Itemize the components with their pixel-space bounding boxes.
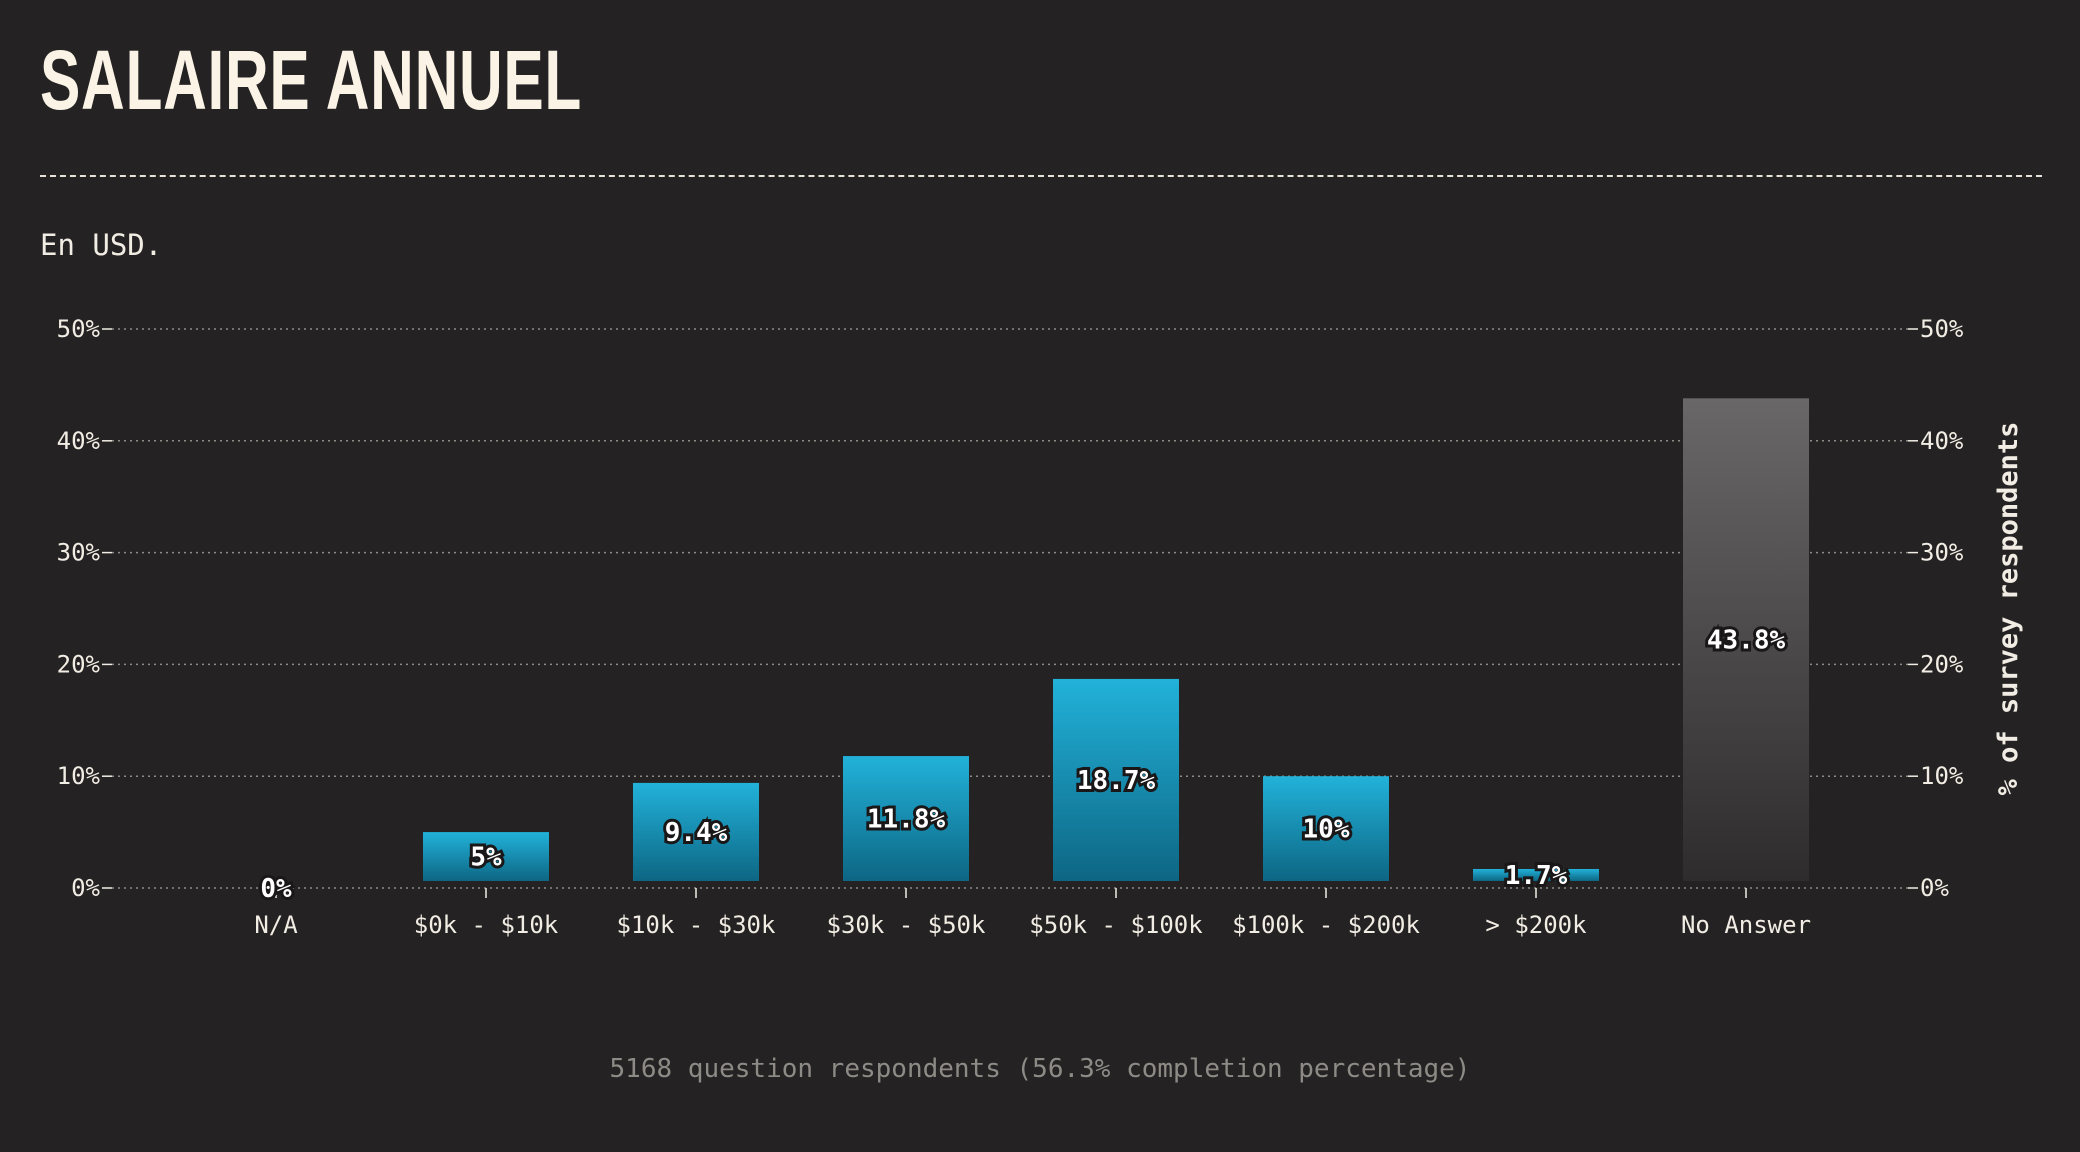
bar (1263, 776, 1389, 881)
y-tick-label-left: 30% (57, 539, 101, 567)
y-tick-label-right: 10% (1920, 762, 1964, 790)
data-label: 1.7% (1505, 861, 1568, 891)
y-tick-label-right: 50% (1920, 315, 1964, 343)
bars (423, 398, 1809, 881)
data-label: 43.8% (1707, 626, 1786, 656)
y-tick-label-left: 20% (57, 650, 101, 678)
x-tick-label: $30k - $50k (827, 911, 986, 939)
y-tick-label-right: 30% (1920, 539, 1964, 567)
x-tick-label: $10k - $30k (617, 911, 776, 939)
bar (843, 756, 969, 881)
data-label: 5% (470, 843, 502, 873)
y-tick-label-right: 20% (1920, 650, 1964, 678)
chart-title: SALAIRE ANNUEL (40, 33, 583, 127)
axes: 0% 0% 10% 10% 20% 20% 30% 30% 40% 40% 50% 50% N/A $0k… (57, 315, 1964, 939)
bar (1473, 868, 1599, 881)
x-tick-label: > $200k (1485, 911, 1587, 939)
bar (633, 782, 759, 881)
y-axis-title: % of survey respondents (1993, 422, 2024, 796)
title-divider (40, 175, 2042, 177)
x-tick-label: $50k - $100k (1029, 911, 1203, 939)
x-tick-label: N/A (254, 911, 298, 939)
chart-subtitle: En USD. (40, 228, 163, 262)
y-tick-label-left: 0% (71, 874, 100, 902)
data-label: 9.4% (665, 818, 728, 848)
bar (1053, 678, 1179, 881)
gridlines (112, 328, 1908, 889)
value-labels: 0% 5% 9.4% 11.8% 18.7% 10% 1.7% 43.8% (257, 623, 1788, 907)
bar (1683, 398, 1809, 881)
x-tick-label: $0k - $10k (414, 911, 559, 939)
y-tick-label-right: 40% (1920, 427, 1964, 455)
x-tick-label: $100k - $200k (1232, 911, 1420, 939)
bar (423, 832, 549, 881)
data-label: 0% (260, 874, 292, 904)
y-tick-label-left: 10% (57, 762, 101, 790)
y-tick-label-left: 50% (57, 315, 101, 343)
data-label: 10% (1303, 815, 1350, 845)
x-tick-label: No Answer (1681, 911, 1811, 939)
y-tick-label-right: 0% (1920, 874, 1949, 902)
y-tick-label-left: 40% (57, 427, 101, 455)
data-label: 11.8% (867, 805, 946, 835)
data-label: 18.7% (1077, 766, 1156, 796)
respondents-footer: 5168 question respondents (56.3% complet… (609, 1054, 1471, 1084)
